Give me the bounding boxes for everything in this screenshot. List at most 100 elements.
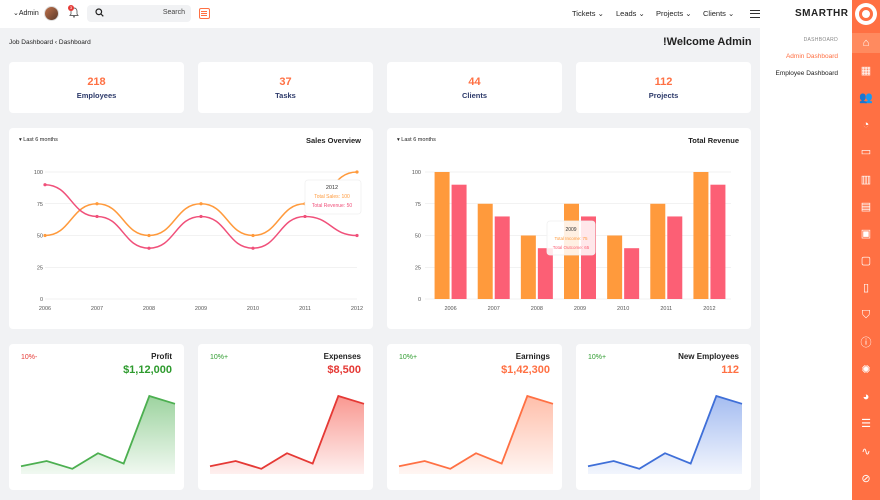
line-chart-icon[interactable]: ∿	[861, 445, 871, 458]
x-tick-label: 2006	[39, 306, 51, 312]
bar	[477, 203, 493, 299]
notification-badge: 3	[68, 5, 74, 11]
bar	[624, 248, 640, 299]
data-point	[95, 202, 99, 206]
data-point	[147, 233, 151, 238]
bar	[667, 216, 683, 299]
chevron-down-icon: ⌄	[638, 9, 645, 18]
avatar[interactable]	[44, 6, 59, 21]
y-tick-label: 50	[415, 234, 421, 240]
y-tick-label: 100	[34, 170, 43, 176]
users-icon[interactable]: 👥	[859, 91, 873, 104]
calendar-icon[interactable]	[199, 8, 210, 19]
logo-icon[interactable]	[855, 3, 877, 25]
stat-card-clients[interactable]: 44 Clients	[387, 62, 562, 113]
admin-menu[interactable]: ⌄Admin	[13, 9, 39, 17]
list-icon[interactable]: ☰	[861, 418, 871, 431]
period-select[interactable]: ▾ Last 6 months	[397, 137, 436, 143]
sparkline-area	[399, 396, 553, 474]
file-icon[interactable]: ▯	[862, 282, 870, 295]
chevron-left-icon: ‹	[54, 39, 58, 46]
shield-icon[interactable]: ⛉	[861, 308, 871, 321]
chart-tooltip	[546, 220, 596, 256]
data-point	[199, 214, 203, 219]
data-point	[355, 170, 359, 174]
chart-title: Total Revenue	[688, 136, 739, 145]
chart-title: Sales Overview	[305, 136, 361, 145]
info-icon[interactable]: ⓘ	[860, 337, 872, 350]
nav-clients[interactable]: Clients ⌄	[703, 9, 735, 18]
x-tick-label: 2007	[488, 306, 500, 312]
nav-tickets[interactable]: Tickets ⌄	[572, 9, 604, 18]
data-point	[95, 214, 99, 219]
ban-icon[interactable]: ⊘	[861, 472, 871, 485]
data-point	[43, 233, 47, 238]
y-tick-label: 100	[412, 170, 421, 176]
bar-chart-icon[interactable]: ▥	[860, 173, 872, 186]
bar	[451, 184, 467, 299]
expenses-card[interactable]: 10%+ Expenses $8,500	[198, 344, 373, 490]
sidebar-item-employee-dashboard[interactable]: Employee Dashboard	[775, 70, 838, 77]
card-name: Expenses	[323, 352, 361, 361]
total-revenue-card: ▾ Last 6 months Total Revenue 0 25 50 75 100…	[387, 128, 751, 329]
bar	[650, 203, 666, 299]
bar	[607, 235, 623, 299]
nav-projects[interactable]: Projects ⌄	[656, 9, 692, 18]
x-tick-label: 2009	[195, 306, 207, 312]
folder-icon[interactable]: ▭	[860, 146, 872, 159]
stat-value: 218	[87, 76, 106, 88]
bar	[494, 216, 510, 299]
chevron-down-icon: ⌄	[685, 9, 692, 18]
y-tick-label: 25	[415, 265, 421, 271]
change-percent: 10%+	[588, 354, 607, 361]
period-select[interactable]: ▾ Last 6 months	[19, 137, 58, 143]
data-point	[199, 202, 203, 206]
wallet-icon[interactable]: ▢	[860, 255, 872, 268]
ticket-icon[interactable]: ▤	[860, 200, 872, 213]
dashboard-icon[interactable]: ▦	[860, 64, 872, 77]
nav-leads[interactable]: Leads ⌄	[616, 9, 645, 18]
stat-label: Projects	[648, 91, 679, 100]
card-name: New Employees	[678, 352, 739, 361]
x-tick-label: 2010	[617, 306, 629, 312]
sparkline-line	[20, 394, 176, 470]
y-tick-label: 50	[37, 234, 43, 240]
change-percent: 10%+	[399, 354, 418, 361]
briefcase-icon[interactable]: ▣	[860, 227, 872, 240]
stat-card-employees[interactable]: 218 Employees	[9, 62, 184, 113]
search-bar[interactable]: Search	[87, 5, 191, 22]
menu-icon[interactable]	[750, 10, 760, 18]
x-tick-label: 2009	[574, 306, 586, 312]
sparkline-line	[587, 394, 743, 470]
sparkline-line	[398, 394, 554, 470]
breadcrumb-second[interactable]: Dashboard	[58, 39, 91, 46]
stat-card-projects[interactable]: 112 Projects	[576, 62, 751, 113]
stat-label: Employees	[76, 91, 117, 100]
home-icon[interactable]: ⌂	[852, 33, 880, 53]
stat-value: 37	[279, 76, 292, 88]
search-icon	[95, 8, 104, 19]
sidebar-item-admin-dashboard[interactable]: Admin Dashboard	[785, 53, 838, 60]
x-tick-label: 2008	[531, 306, 543, 312]
profit-card[interactable]: 10%- Profit $1,12,000	[9, 344, 184, 490]
sparkline-area	[210, 396, 364, 474]
icon-rail: ⌂ ▦ 👥 ◔ ▭ ▥ ▤ ▣ ▢ ▯ ⛉ ⓘ ✺ ◕ ☰ ∿ ⊘	[852, 0, 880, 500]
user-icon[interactable]: ◔	[862, 118, 870, 131]
breadcrumb-first[interactable]: Job Dashboard	[9, 39, 54, 46]
settings-icon[interactable]: ✺	[861, 363, 871, 376]
new-employees-card[interactable]: 10%+ New Employees 112	[576, 344, 751, 490]
earnings-card[interactable]: 10%+ Earnings $1,42,300	[387, 344, 562, 490]
data-point	[251, 246, 255, 250]
stat-card-tasks[interactable]: 37 Tasks	[198, 62, 373, 113]
page-title: !Welcome Admin	[663, 36, 752, 48]
chevron-down-icon: ⌄	[597, 9, 604, 18]
search-input[interactable]: Search	[162, 9, 185, 16]
stat-label: Tasks	[275, 91, 296, 100]
data-point	[147, 246, 151, 250]
y-tick-label: 0	[418, 297, 421, 303]
revenue-bar-chart: 0 25 50 75 100 2006 2007 2008 2009 2010 2011 2012 20…	[412, 170, 731, 312]
stat-value: 44	[468, 76, 481, 88]
x-tick-label: 2012	[703, 306, 715, 312]
pie-chart-icon[interactable]: ◕	[862, 390, 870, 403]
y-tick-label: 0	[40, 297, 43, 303]
